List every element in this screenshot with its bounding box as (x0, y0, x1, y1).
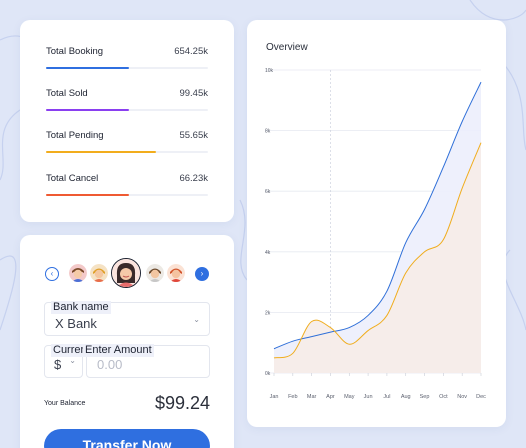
progress-track (46, 194, 208, 196)
stat-total-booking: Total Booking 654.25k (46, 46, 208, 69)
stat-value: 99.45k (179, 88, 208, 99)
progress-fill (46, 67, 129, 69)
stat-value: 66.23k (179, 173, 208, 184)
next-contact-button[interactable]: › (195, 267, 209, 281)
stat-label: Total Sold (46, 88, 88, 99)
avatar-image (146, 264, 164, 282)
x-tick-label: Mar (307, 394, 317, 400)
transfer-now-button[interactable]: Transfer Now (44, 429, 210, 448)
x-tick-label: Feb (288, 394, 297, 400)
y-tick-label: 6k (265, 189, 271, 195)
chevron-left-icon: ‹ (50, 269, 54, 278)
stat-label: Total Cancel (46, 173, 99, 184)
x-tick-label: Oct (439, 394, 448, 400)
bank-select-value: X Bank (55, 316, 97, 331)
transfer-card: ‹ (20, 235, 234, 448)
currency-label-clip: Currency (51, 344, 83, 357)
contact-avatar-3[interactable] (146, 264, 164, 282)
contact-avatar-1[interactable] (69, 264, 87, 282)
y-tick-label: 10k (265, 68, 274, 74)
x-tick-label: Nov (457, 394, 467, 400)
stat-total-sold: Total Sold 99.45k (46, 88, 208, 111)
progress-fill (46, 194, 129, 196)
chevron-right-icon: › (200, 269, 204, 278)
bank-select-label: Bank name (51, 301, 111, 314)
chevron-down-icon: ⌄ (193, 315, 200, 324)
x-tick-label: May (344, 394, 355, 400)
amount-input-label: Enter Amount (83, 344, 154, 357)
x-tick-label: Dec (476, 394, 486, 400)
contact-avatar-selected[interactable] (111, 258, 141, 288)
stat-value: 55.65k (179, 130, 208, 141)
stats-card: Total Booking 654.25k Total Sold 99.45k … (20, 20, 234, 222)
avatar-image (69, 264, 87, 282)
prev-contact-button[interactable]: ‹ (45, 267, 59, 281)
balance-value: $99.24 (154, 393, 210, 413)
amount-input-value: 0.00 (97, 357, 123, 372)
contact-avatar-2[interactable] (90, 264, 108, 282)
x-tick-label: Jun (364, 394, 373, 400)
series-line-1 (273, 142, 482, 359)
x-tick-label: Sep (420, 394, 430, 400)
contact-avatar-4[interactable] (167, 264, 185, 282)
progress-track (46, 151, 208, 153)
y-tick-label: 4k (265, 250, 271, 256)
overview-card: Overview 0k 2k 4k 6k 8k 10k Jan Feb Mar Apr May Jun… (247, 20, 506, 427)
y-tick-label: 2k (265, 310, 271, 316)
progress-fill (46, 109, 129, 111)
y-tick-label: 8k (265, 129, 271, 135)
balance-label: Your Balance (44, 400, 86, 407)
chevron-down-icon: ⌄ (69, 356, 76, 365)
x-tick-label: Apr (326, 394, 335, 400)
avatar-image (112, 259, 140, 287)
avatar-image (167, 264, 185, 282)
stat-label: Total Booking (46, 46, 104, 57)
avatar-image (90, 264, 108, 282)
x-tick-label: Jan (270, 394, 279, 400)
x-tick-label: Jul (383, 394, 390, 400)
currency-select-label: Currency (51, 344, 83, 357)
currency-select-value: $ (54, 357, 62, 372)
overview-line-chart: 0k 2k 4k 6k 8k 10k Jan Feb Mar Apr May Jun Jul Aug Sep… (265, 68, 486, 400)
progress-track (46, 109, 208, 111)
overview-title: Overview (266, 42, 308, 53)
stat-value: 654.25k (174, 46, 208, 57)
progress-fill (46, 151, 157, 153)
stat-label: Total Pending (46, 130, 104, 141)
x-tick-label: Aug (401, 394, 411, 400)
progress-track (46, 67, 208, 69)
y-tick-label: 0k (265, 371, 271, 377)
series-area-1 (274, 142, 481, 373)
series-line-0 (273, 81, 482, 350)
stat-total-pending: Total Pending 55.65k (46, 130, 208, 153)
stat-total-cancel: Total Cancel 66.23k (46, 173, 208, 196)
